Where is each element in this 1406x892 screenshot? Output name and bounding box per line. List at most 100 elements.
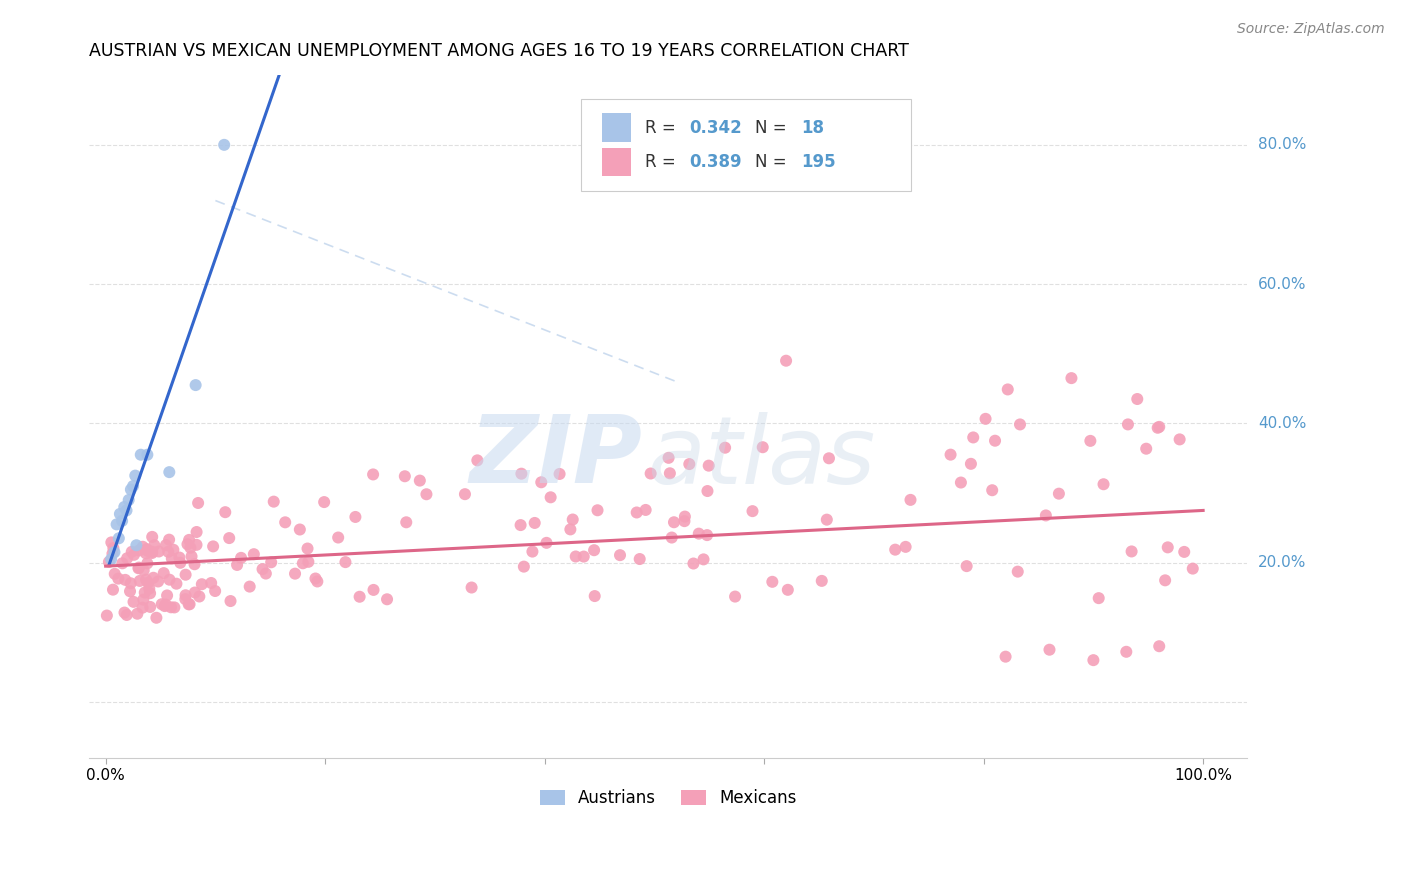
Point bbox=[583, 589, 606, 603]
Point bbox=[157, 545, 180, 559]
Point bbox=[460, 581, 482, 595]
Point bbox=[135, 573, 157, 587]
Point bbox=[152, 566, 174, 581]
Point bbox=[984, 434, 1007, 448]
Point bbox=[522, 544, 544, 558]
Point bbox=[1146, 421, 1168, 435]
Point bbox=[105, 517, 128, 532]
Point bbox=[111, 556, 134, 570]
Point bbox=[204, 584, 226, 599]
Point bbox=[673, 514, 696, 528]
Point bbox=[307, 574, 329, 589]
Point bbox=[96, 608, 118, 623]
Point bbox=[139, 586, 162, 600]
Point bbox=[1007, 565, 1029, 579]
Point bbox=[274, 516, 297, 530]
Text: 60.0%: 60.0% bbox=[1258, 277, 1306, 292]
Point bbox=[523, 516, 546, 530]
Point bbox=[673, 509, 696, 524]
Point bbox=[583, 543, 606, 558]
Point bbox=[682, 557, 704, 571]
Point bbox=[214, 505, 236, 519]
Point bbox=[454, 487, 477, 501]
Point bbox=[530, 475, 553, 490]
Point bbox=[661, 531, 683, 545]
Point bbox=[1008, 417, 1031, 432]
Point bbox=[395, 516, 418, 530]
Text: R =: R = bbox=[645, 119, 681, 136]
Point bbox=[103, 545, 125, 559]
Point bbox=[328, 531, 350, 545]
Point bbox=[124, 468, 146, 483]
Point bbox=[176, 537, 198, 551]
Point bbox=[363, 582, 385, 597]
Point bbox=[145, 611, 167, 625]
Point bbox=[678, 457, 700, 471]
Text: AUSTRIAN VS MEXICAN UNEMPLOYMENT AMONG AGES 16 TO 19 YEARS CORRELATION CHART: AUSTRIAN VS MEXICAN UNEMPLOYMENT AMONG A… bbox=[89, 42, 910, 60]
Point bbox=[121, 545, 143, 559]
Point bbox=[148, 544, 170, 558]
Point bbox=[1060, 371, 1083, 385]
Point bbox=[156, 589, 179, 603]
Point bbox=[122, 548, 145, 562]
Point bbox=[165, 576, 187, 591]
Point bbox=[548, 467, 571, 481]
Point bbox=[104, 566, 127, 581]
Point bbox=[815, 513, 838, 527]
Point bbox=[138, 582, 160, 596]
Point bbox=[108, 531, 131, 545]
FancyBboxPatch shape bbox=[602, 147, 631, 177]
Point bbox=[111, 514, 134, 528]
Point bbox=[114, 606, 136, 620]
Point bbox=[184, 585, 207, 599]
Point bbox=[1157, 541, 1180, 555]
Point bbox=[128, 574, 150, 588]
Point bbox=[564, 549, 586, 564]
Point bbox=[1121, 544, 1143, 558]
Point bbox=[960, 457, 983, 471]
Point bbox=[561, 512, 583, 526]
Point bbox=[136, 448, 159, 462]
Point bbox=[141, 545, 163, 559]
Point bbox=[142, 571, 165, 585]
Point bbox=[191, 577, 214, 591]
Point bbox=[155, 598, 177, 612]
Point bbox=[122, 595, 145, 609]
Legend: Austrians, Mexicans: Austrians, Mexicans bbox=[533, 783, 803, 814]
Point bbox=[127, 561, 149, 575]
Point bbox=[586, 503, 609, 517]
Point bbox=[626, 506, 648, 520]
Point bbox=[118, 493, 141, 508]
Point bbox=[344, 510, 367, 524]
Point bbox=[186, 524, 208, 539]
Point bbox=[304, 572, 326, 586]
Point bbox=[1135, 442, 1157, 456]
Point bbox=[288, 523, 311, 537]
Point bbox=[120, 576, 142, 591]
Point bbox=[183, 558, 205, 572]
Point bbox=[150, 597, 173, 611]
Point bbox=[260, 555, 283, 569]
Point bbox=[981, 483, 1004, 498]
Point bbox=[153, 599, 176, 613]
Point bbox=[252, 562, 274, 576]
Point bbox=[108, 507, 131, 521]
Point bbox=[132, 592, 155, 607]
Point bbox=[560, 522, 582, 536]
Point bbox=[536, 536, 558, 550]
Point bbox=[120, 483, 142, 497]
Point bbox=[179, 597, 201, 611]
Point bbox=[132, 563, 155, 577]
Point bbox=[254, 566, 277, 581]
Point bbox=[956, 559, 979, 574]
Point bbox=[994, 649, 1017, 664]
Point bbox=[1047, 486, 1070, 500]
Point bbox=[884, 542, 907, 557]
Point bbox=[179, 533, 201, 547]
Point bbox=[118, 584, 141, 599]
Point bbox=[174, 588, 197, 602]
Point bbox=[509, 518, 531, 533]
Point bbox=[291, 556, 314, 570]
Point bbox=[810, 574, 832, 588]
Point bbox=[174, 592, 197, 607]
